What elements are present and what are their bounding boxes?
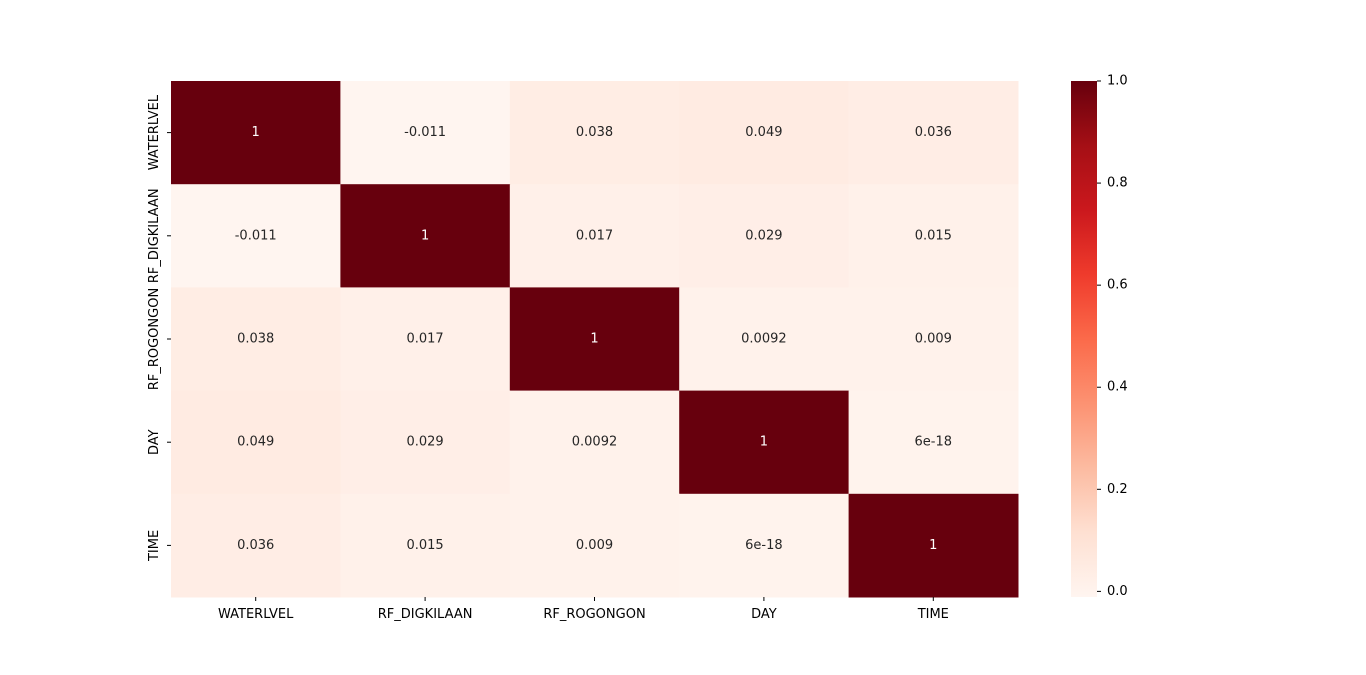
- heatmap-cell: [340, 390, 511, 495]
- heatmap-cell: [171, 390, 341, 495]
- cell-annotation: 6e-18: [745, 538, 783, 553]
- heatmap-cell: [679, 287, 850, 392]
- cell-annotation: 1: [590, 332, 598, 347]
- cell-annotation: 0.038: [576, 125, 613, 140]
- colorbar-tick-label: 1.0: [1107, 74, 1128, 89]
- colorbar: 0.0 0.2 0.4 0.6 0.8 1.0: [1071, 74, 1128, 599]
- cell-annotation: 0.017: [576, 228, 613, 243]
- heatmap-cell: [171, 287, 341, 392]
- cell-annotation: 0.009: [576, 538, 613, 553]
- heatmap-cell: [848, 287, 1019, 392]
- colorbar-tick-label: 0.2: [1107, 482, 1128, 497]
- heatmap-cell: [509, 81, 680, 185]
- cell-annotation: 0.029: [406, 435, 443, 450]
- heatmap-cell: [340, 287, 511, 392]
- x-tick-label: TIME: [917, 607, 949, 622]
- colorbar-tick-label: 0.6: [1107, 278, 1128, 293]
- colorbar-tick-label: 0.8: [1107, 176, 1128, 191]
- x-tick-label: DAY: [751, 607, 777, 622]
- cell-annotation: 0.029: [745, 228, 782, 243]
- cell-annotation: 0.0092: [741, 332, 787, 347]
- x-tick-label: RF_ROGONGON: [543, 607, 645, 622]
- cell-annotation: 0.036: [915, 125, 952, 140]
- y-tick-label: WATERLVEL: [147, 94, 162, 170]
- y-tick-label: TIME: [147, 530, 162, 562]
- x-tick-label: RF_DIGKILAAN: [378, 607, 473, 622]
- heatmap-cell: [340, 81, 511, 185]
- heatmap-cell: [340, 184, 511, 288]
- cell-annotation: 0.049: [237, 435, 274, 450]
- cell-annotation: 0.015: [915, 228, 952, 243]
- cell-annotation: 1: [760, 435, 768, 450]
- heatmap-cell: [848, 81, 1019, 185]
- colorbar-tick-label: 0.0: [1107, 584, 1128, 599]
- heatmap-cell: [679, 81, 850, 185]
- heatmap-cell: [848, 390, 1019, 495]
- heatmap-cell: [171, 81, 341, 185]
- cell-annotation: 0.017: [406, 332, 443, 347]
- heatmap-cell: [509, 493, 680, 598]
- cell-annotation: 1: [929, 538, 937, 553]
- colorbar-tick-label: 0.4: [1107, 380, 1128, 395]
- x-tick-label: WATERLVEL: [218, 607, 294, 622]
- x-axis: WATERLVEL RF_DIGKILAAN RF_ROGONGON DAY TIME: [218, 597, 949, 622]
- colorbar-gradient: [1071, 81, 1097, 597]
- cell-annotation: 1: [421, 228, 429, 243]
- heatmap-cell: [171, 184, 341, 288]
- heatmap-cell: [340, 493, 511, 598]
- heatmap-cell: [848, 493, 1019, 598]
- y-tick-label: RF_DIGKILAAN: [147, 188, 162, 283]
- cell-annotation: 0.036: [237, 538, 274, 553]
- cell-annotation: -0.011: [235, 228, 277, 243]
- heatmap-cells: [171, 81, 1019, 598]
- cell-annotation: 0.009: [915, 332, 952, 347]
- cell-annotation: 6e-18: [915, 435, 953, 450]
- y-tick-label: RF_ROGONGON: [147, 288, 162, 390]
- cell-annotation: 0.0092: [572, 435, 618, 450]
- cell-annotation: 0.038: [237, 332, 274, 347]
- cell-annotation: 0.015: [406, 538, 443, 553]
- heatmap-cell: [171, 493, 341, 598]
- cell-annotation: 0.049: [745, 125, 782, 140]
- heatmap-cell: [848, 184, 1019, 288]
- cell-annotation: -0.011: [404, 125, 446, 140]
- cell-annotations: 1 -0.011 0.038 0.049 0.036 -0.011 1 0.017 0.029 0…: [235, 125, 952, 553]
- y-tick-label: DAY: [147, 429, 162, 455]
- cell-annotation: 1: [252, 125, 260, 140]
- y-axis: WATERLVEL RF_DIGKILAAN RF_ROGONGON DAY TIME: [147, 94, 171, 562]
- heatmap-cell: [679, 184, 850, 288]
- heatmap-cell: [679, 390, 850, 495]
- heatmap-cell: [509, 287, 680, 392]
- heatmap-cell: [509, 390, 680, 495]
- heatmap-cell: [679, 493, 850, 598]
- heatmap-cell: [509, 184, 680, 288]
